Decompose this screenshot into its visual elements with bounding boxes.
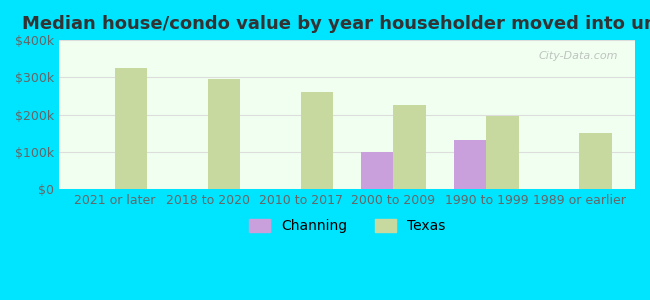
Bar — [300, 92, 333, 189]
Bar — [115, 68, 148, 189]
Bar — [207, 79, 240, 189]
Bar — [454, 140, 486, 189]
Title: Median house/condo value by year householder moved into unit: Median house/condo value by year househo… — [22, 15, 650, 33]
Text: City-Data.com: City-Data.com — [538, 50, 617, 61]
Legend: Channing, Texas: Channing, Texas — [243, 214, 450, 239]
Bar — [486, 116, 519, 189]
Bar — [579, 133, 612, 189]
Bar — [393, 105, 426, 189]
Bar — [361, 152, 393, 189]
